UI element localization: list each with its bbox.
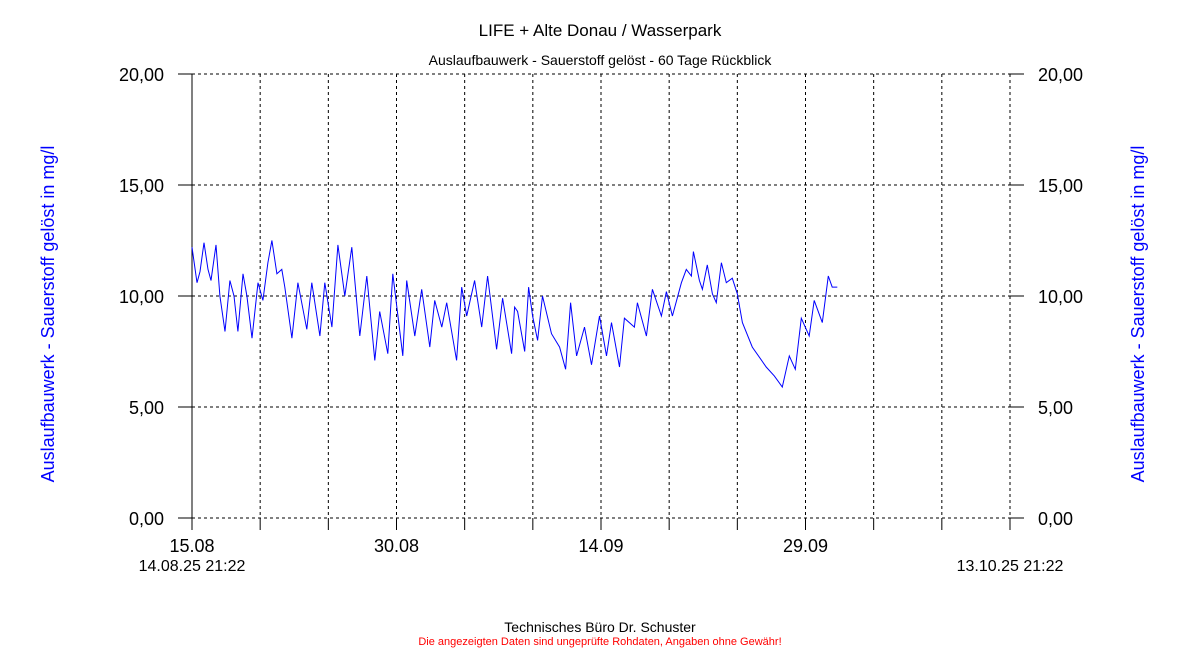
y-tick-label-left: 20,00 xyxy=(119,65,164,85)
y-tick-label-right: 20,00 xyxy=(1038,65,1083,85)
x-axis: 15.08 30.08 14.09 29.09 xyxy=(169,518,1011,556)
x-tick-label: 14.09 xyxy=(578,536,623,556)
y-tick-label-right: 10,00 xyxy=(1038,287,1083,307)
y-tick-label-left: 0,00 xyxy=(129,509,164,529)
y-tick-label-right: 0,00 xyxy=(1038,509,1073,529)
footer-disclaimer: Die angezeigten Daten sind ungeprüfte Ro… xyxy=(418,636,781,648)
grid xyxy=(191,73,1011,519)
start-date-label: 14.08.25 21:22 xyxy=(139,558,246,575)
y-tick-label-left: 15,00 xyxy=(119,176,164,196)
series-line-oxygen xyxy=(191,240,838,389)
chart-title: LIFE + Alte Donau / Wasserpark xyxy=(479,21,722,40)
y-tick-label-left: 5,00 xyxy=(129,398,164,418)
footer-company: Technisches Büro Dr. Schuster xyxy=(504,619,696,635)
y-tick-label-right: 15,00 xyxy=(1038,176,1083,196)
chart-subtitle: Auslaufbauwerk - Sauerstoff gelöst - 60 … xyxy=(429,52,773,68)
y-tick-label-left: 10,00 xyxy=(119,287,164,307)
y-axis-label-left: Auslaufbauwerk - Sauerstoff gelöst in mg… xyxy=(38,146,58,483)
y-axis: 0,00 0,00 5,00 5,00 10,00 10,00 15,00 15,00 20,0… xyxy=(119,65,1083,529)
x-tick-label: 15.08 xyxy=(169,536,214,556)
x-tick-label: 30.08 xyxy=(374,536,419,556)
x-tick-label: 29.09 xyxy=(783,536,828,556)
y-tick-label-right: 5,00 xyxy=(1038,398,1073,418)
y-axis-label-right: Auslaufbauwerk - Sauerstoff gelöst in mg… xyxy=(1128,146,1148,483)
end-date-label: 13.10.25 21:22 xyxy=(957,558,1064,575)
